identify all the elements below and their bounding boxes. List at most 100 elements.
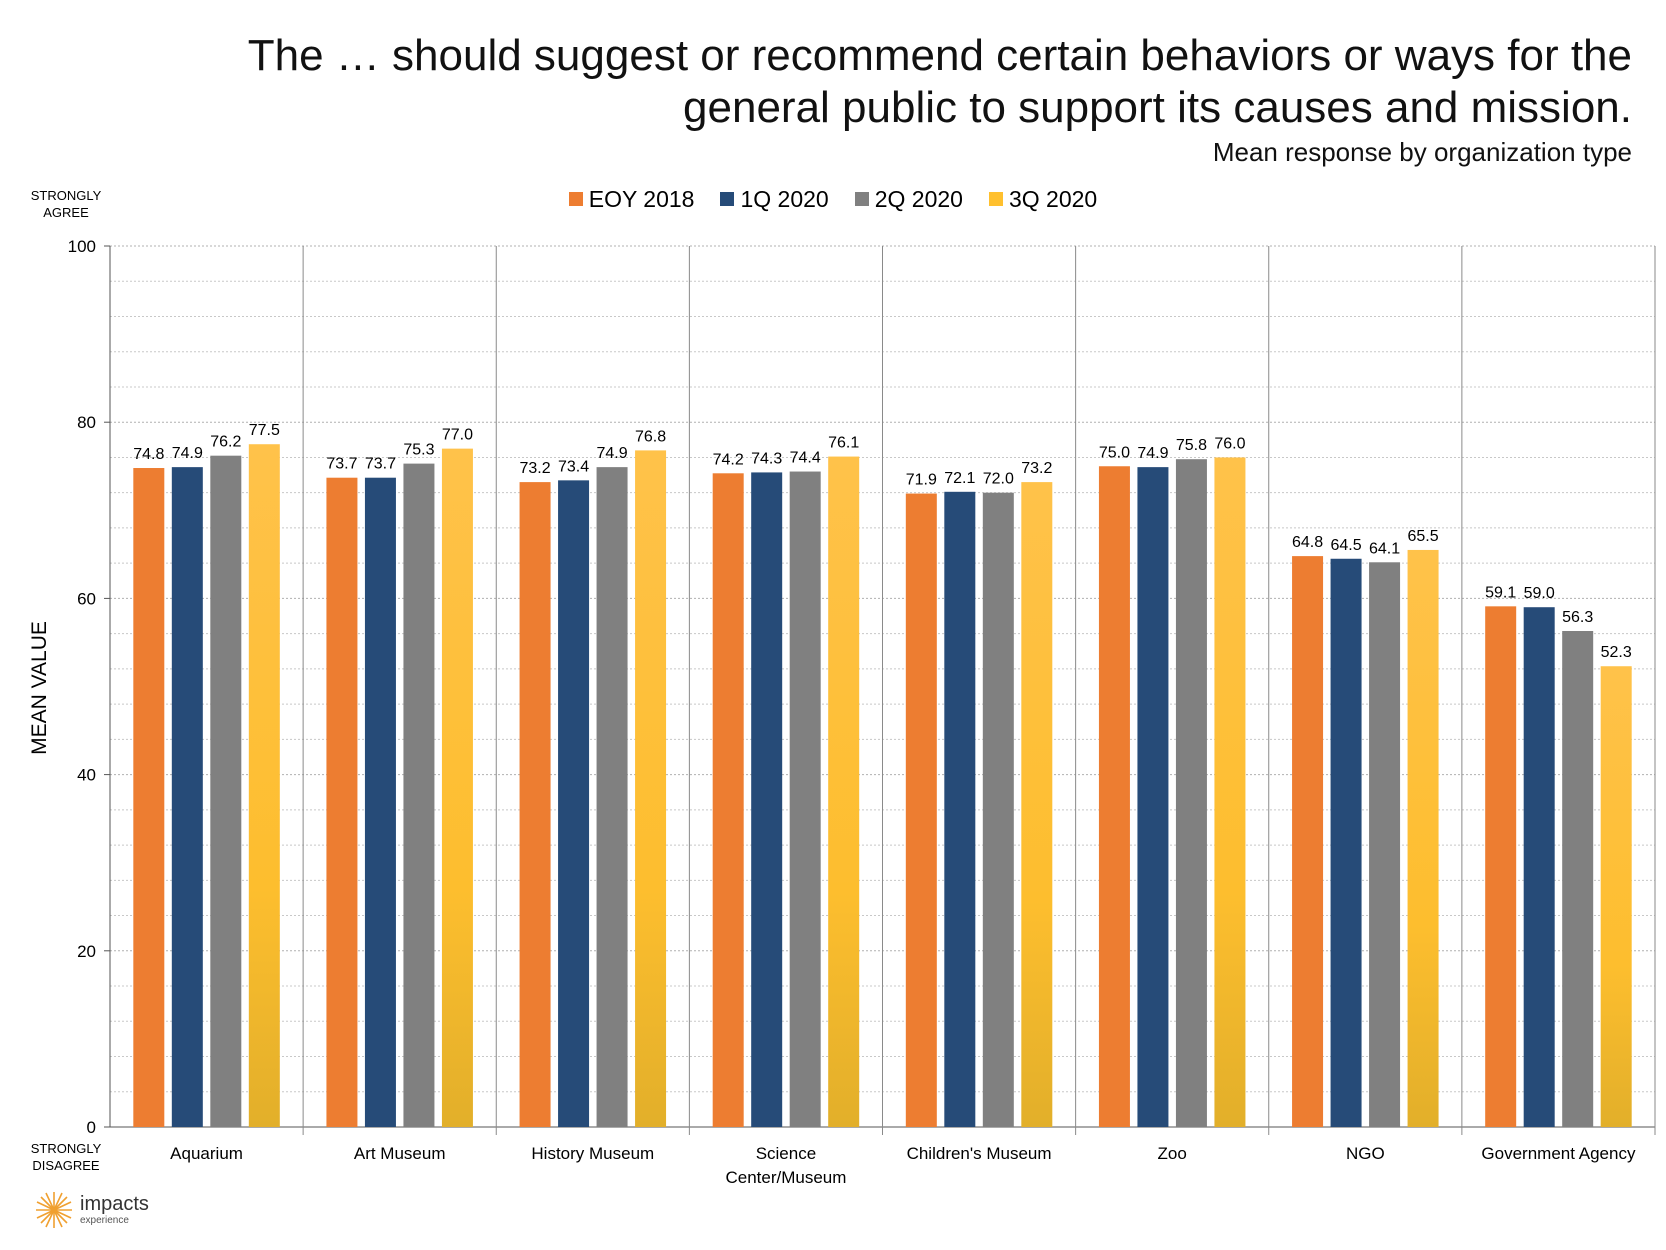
legend-swatch — [720, 192, 735, 206]
x-tick-label: Aquarium — [170, 1144, 243, 1163]
legend-swatch — [988, 192, 1003, 206]
legend-label: 2Q 2020 — [874, 186, 963, 212]
logo-name: impacts — [80, 1192, 149, 1215]
bar — [789, 471, 821, 1127]
bar — [982, 492, 1014, 1127]
y-tick-label: 20 — [77, 942, 96, 961]
x-tick-label: History Museum — [531, 1144, 654, 1163]
bar — [210, 455, 242, 1128]
bar — [1330, 558, 1362, 1127]
chart-subtitle: Mean response by organization type — [1212, 137, 1632, 167]
legend-item: 1Q 2020 — [720, 184, 829, 214]
bar — [1175, 459, 1207, 1127]
data-label: 77.5 — [249, 422, 280, 439]
data-label: 64.8 — [1292, 534, 1323, 551]
data-label: 64.1 — [1369, 540, 1400, 557]
x-tick-label: Center/Museum — [725, 1168, 846, 1187]
y-top-anchor-line-1: STRONGLY — [30, 188, 102, 203]
data-label: 59.1 — [1485, 584, 1516, 601]
data-label: 65.5 — [1407, 528, 1438, 545]
y-tick-label: 40 — [77, 766, 96, 785]
data-label: 59.0 — [1524, 585, 1555, 602]
data-label: 74.9 — [1137, 445, 1168, 462]
bar — [1292, 556, 1324, 1127]
data-label: 76.2 — [210, 434, 241, 451]
data-label: 72.1 — [944, 470, 975, 487]
data-label: 73.7 — [365, 456, 396, 473]
x-tick-label: Science — [756, 1144, 816, 1163]
data-label: 72.0 — [983, 471, 1014, 488]
bar — [171, 467, 203, 1128]
data-label: 75.3 — [403, 442, 434, 459]
data-label: 74.4 — [790, 450, 821, 467]
data-label: 64.5 — [1330, 537, 1361, 554]
bar — [712, 473, 744, 1128]
bar — [1369, 562, 1401, 1127]
legend-swatch — [568, 192, 583, 206]
bar — [1021, 482, 1053, 1127]
sunburst-icon — [36, 1192, 72, 1228]
data-label: 73.2 — [1021, 460, 1052, 477]
bar — [828, 456, 860, 1128]
legend: EOY 2018 1Q 2020 2Q 2020 3Q 2020 — [0, 184, 1666, 214]
y-top-anchor: STRONGLY AGREE — [16, 187, 116, 221]
bar — [1137, 467, 1169, 1128]
x-tick-label: Government Agency — [1481, 1144, 1636, 1163]
data-label: 73.2 — [519, 460, 550, 477]
legend-label: 1Q 2020 — [740, 186, 829, 212]
bar — [1214, 457, 1246, 1127]
bar — [1485, 606, 1517, 1127]
data-label: 76.0 — [1214, 435, 1245, 452]
data-label: 71.9 — [906, 472, 937, 489]
data-label: 74.2 — [713, 451, 744, 468]
data-label: 76.8 — [635, 428, 666, 445]
bar — [596, 467, 628, 1128]
legend-item: 2Q 2020 — [854, 184, 963, 214]
impacts-logo: impacts experience — [34, 1190, 149, 1230]
bar — [944, 491, 976, 1127]
bar — [1562, 630, 1594, 1127]
y-tick-label: 60 — [77, 589, 96, 608]
bar — [1523, 607, 1555, 1127]
legend-swatch — [854, 192, 869, 206]
data-label: 73.4 — [558, 458, 589, 475]
y-bottom-anchor: STRONGLY DISAGREE — [16, 1140, 116, 1174]
bar — [635, 450, 667, 1128]
bar — [905, 493, 937, 1127]
data-label: 74.9 — [172, 445, 203, 462]
data-label: 75.0 — [1099, 444, 1130, 461]
chart-title-line-2: general public to support its causes and… — [683, 83, 1632, 132]
y-bottom-anchor-line-1: STRONGLY — [30, 1141, 102, 1156]
bar — [441, 448, 473, 1127]
bar — [403, 463, 435, 1127]
y-bottom-anchor-line-2: DISAGREE — [32, 1158, 100, 1173]
bar — [1098, 466, 1130, 1127]
data-label: 74.9 — [596, 445, 627, 462]
bar — [133, 468, 165, 1128]
data-label: 77.0 — [442, 427, 473, 444]
y-tick-label: 100 — [68, 237, 96, 256]
legend-label: EOY 2018 — [588, 186, 695, 212]
y-tick-label: 80 — [77, 413, 96, 432]
chart-title-line-1: The … should suggest or recommend certai… — [247, 31, 1632, 80]
bar — [248, 444, 280, 1128]
x-tick-label: Children's Museum — [907, 1144, 1052, 1163]
data-label: 73.7 — [326, 456, 357, 473]
y-tick-label: 0 — [87, 1118, 96, 1137]
data-label: 56.3 — [1562, 609, 1593, 626]
legend-item: 3Q 2020 — [988, 184, 1098, 214]
x-tick-label: Art Museum — [354, 1144, 446, 1163]
bar — [1600, 666, 1632, 1127]
data-label: 74.3 — [751, 450, 782, 467]
bar — [558, 480, 590, 1127]
bar — [751, 472, 783, 1127]
x-tick-label: Zoo — [1158, 1144, 1187, 1163]
legend-label: 3Q 2020 — [1008, 186, 1098, 212]
data-label: 75.8 — [1176, 437, 1207, 454]
x-tick-label: NGO — [1346, 1144, 1385, 1163]
y-top-anchor-line-2: AGREE — [43, 205, 89, 220]
legend-item: EOY 2018 — [568, 184, 695, 214]
bar — [1407, 549, 1439, 1127]
bar — [519, 482, 551, 1127]
